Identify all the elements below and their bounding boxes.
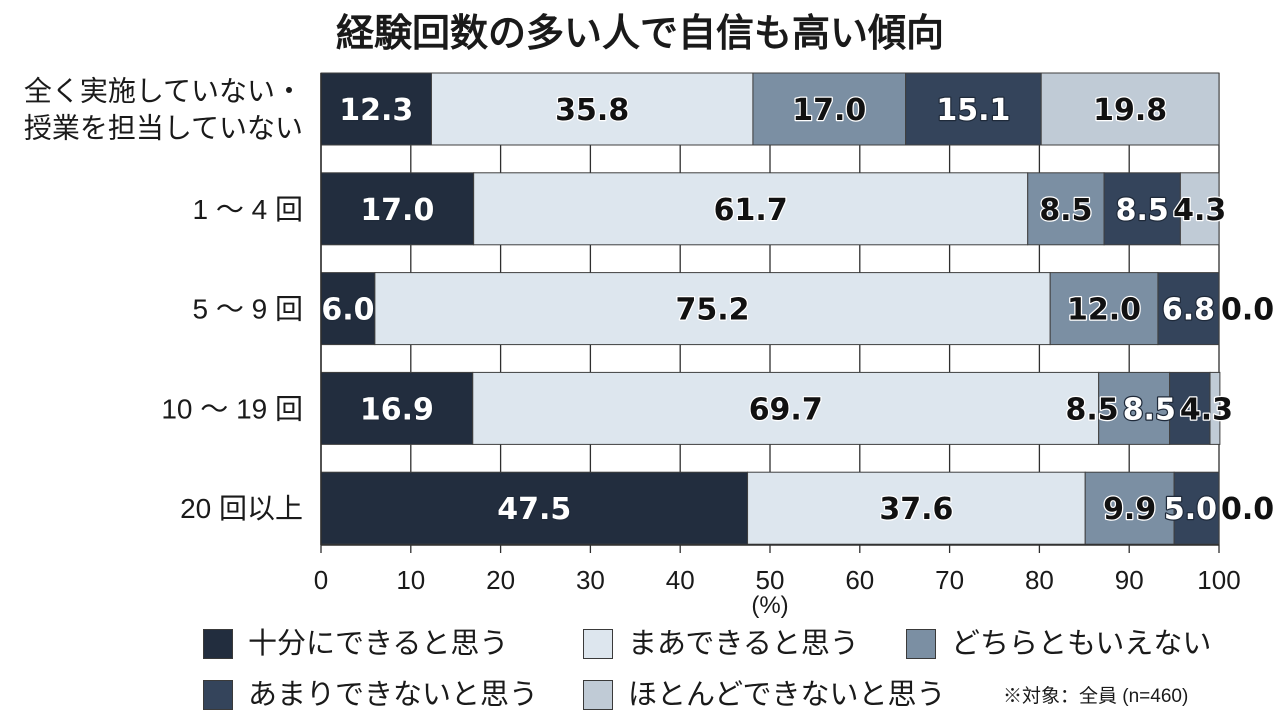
- legend-label: ほとんどできないと思う: [628, 679, 946, 711]
- category-label: 10 〜 19 回: [161, 393, 303, 424]
- value-label: 8.5: [1039, 193, 1092, 228]
- value-label: 47.5: [497, 492, 571, 527]
- legend-label: あまりできないと思う: [248, 679, 539, 711]
- legend-label: まあできると思う: [628, 628, 859, 660]
- value-label: 12.3: [339, 93, 413, 128]
- value-label: 19.8: [1093, 93, 1167, 128]
- value-label: 6.8: [1162, 293, 1215, 328]
- bar-segment: [1173, 471, 1220, 545]
- bar-segment: [472, 371, 1100, 445]
- bar-segment: [747, 471, 1086, 545]
- value-label: 8.5: [1123, 392, 1176, 427]
- x-tick-label: 50: [756, 565, 785, 595]
- x-tick-label: 30: [576, 565, 605, 595]
- legend-swatch: [203, 680, 233, 710]
- sample-note: ※対象：全員 (n=460): [1003, 686, 1189, 707]
- bar-segment: [1103, 172, 1181, 246]
- value-label: 0.0: [1221, 492, 1274, 527]
- bar-segment: [320, 471, 749, 545]
- x-tick-label: 70: [935, 565, 964, 595]
- x-tick-label: 60: [845, 565, 874, 595]
- x-tick-label: 90: [1115, 565, 1144, 595]
- bar-segment: [1040, 72, 1220, 146]
- value-label: 17.0: [360, 193, 434, 228]
- category-labels: 全く実施していない・授業を担当していない 1 〜 4 回 5 〜 9 回 10 〜 1…: [24, 76, 303, 525]
- bar-segment: [752, 72, 907, 146]
- legend-item: 十分にできると思う: [203, 628, 508, 660]
- x-tick-label: 40: [666, 565, 695, 595]
- value-label: 4.3: [1180, 392, 1233, 427]
- bar-segment: [1098, 371, 1171, 445]
- bar-segment: [1179, 172, 1220, 246]
- bar-segment: [473, 172, 1029, 246]
- legend-item: あまりできないと思う: [203, 679, 538, 711]
- legend-label: 十分にできると思う: [248, 628, 509, 660]
- bar-segment: [1169, 371, 1211, 445]
- x-axis-unit-label: (%): [751, 592, 788, 619]
- value-label: 17.0: [792, 93, 866, 128]
- value-labels: 12.3 35.8 17.0 15.1 19.817.0 61.7 8.5 8.5 4.36.0…: [320, 92, 1275, 529]
- bars: [320, 72, 1221, 545]
- legend-item: どちらともいえない: [906, 628, 1211, 660]
- value-label: 4.3: [1173, 193, 1226, 228]
- x-tick-label: 20: [486, 565, 515, 595]
- category-label: 5 〜 9 回: [193, 294, 303, 325]
- value-label: 5.0: [1164, 492, 1217, 527]
- legend-swatch: [583, 629, 613, 659]
- bar-segment: [1049, 272, 1159, 346]
- bar-segment: [320, 371, 474, 445]
- value-label: 37.6: [879, 492, 953, 527]
- legend-swatch: [583, 680, 613, 710]
- bar-segment: [905, 72, 1042, 146]
- value-label: 9.9: [1103, 492, 1156, 527]
- x-tick-label: 0: [314, 565, 328, 595]
- bar-segment: [430, 72, 754, 146]
- category-label: 1 〜 4 回: [193, 194, 303, 225]
- x-tick-label: 100: [1197, 565, 1240, 595]
- x-tick-label: 10: [396, 565, 425, 595]
- value-label: 8.5: [1066, 392, 1119, 427]
- value-label: 35.8: [555, 93, 629, 128]
- bar-segment: [1157, 272, 1220, 346]
- value-label: 75.2: [676, 293, 750, 328]
- legend-item: ほとんどできないと思う: [583, 679, 946, 711]
- bar-segment: [374, 272, 1051, 346]
- x-tick-label: 80: [1025, 565, 1054, 595]
- bar-segment: [320, 172, 475, 246]
- chart-title: 経験回数の多い人で自信も高い傾向: [335, 11, 944, 55]
- bar-segment: [320, 72, 432, 146]
- value-label: 61.7: [714, 193, 788, 228]
- value-label: 69.7: [749, 392, 823, 427]
- value-label: 6.0: [321, 293, 374, 328]
- x-axis: 0 10 20 30 40 50 60 70 80 90 100: [314, 73, 1241, 595]
- bar-segment: [320, 272, 376, 346]
- value-label: 8.5: [1116, 193, 1169, 228]
- bar-segment: [1209, 371, 1221, 445]
- value-label: 12.0: [1067, 293, 1141, 328]
- category-label: 全く実施していない・授業を担当していない: [24, 76, 303, 144]
- legend-item: まあできると思う: [583, 628, 859, 660]
- value-label: 15.1: [936, 93, 1010, 128]
- legend-swatch: [906, 629, 936, 659]
- value-label: 16.9: [360, 392, 434, 427]
- bar-segment: [1084, 471, 1175, 545]
- value-label: 0.0: [1221, 293, 1274, 328]
- category-label: 20 回以上: [180, 493, 303, 524]
- legend-swatch: [203, 629, 233, 659]
- legend-label: どちらともいえない: [951, 628, 1212, 660]
